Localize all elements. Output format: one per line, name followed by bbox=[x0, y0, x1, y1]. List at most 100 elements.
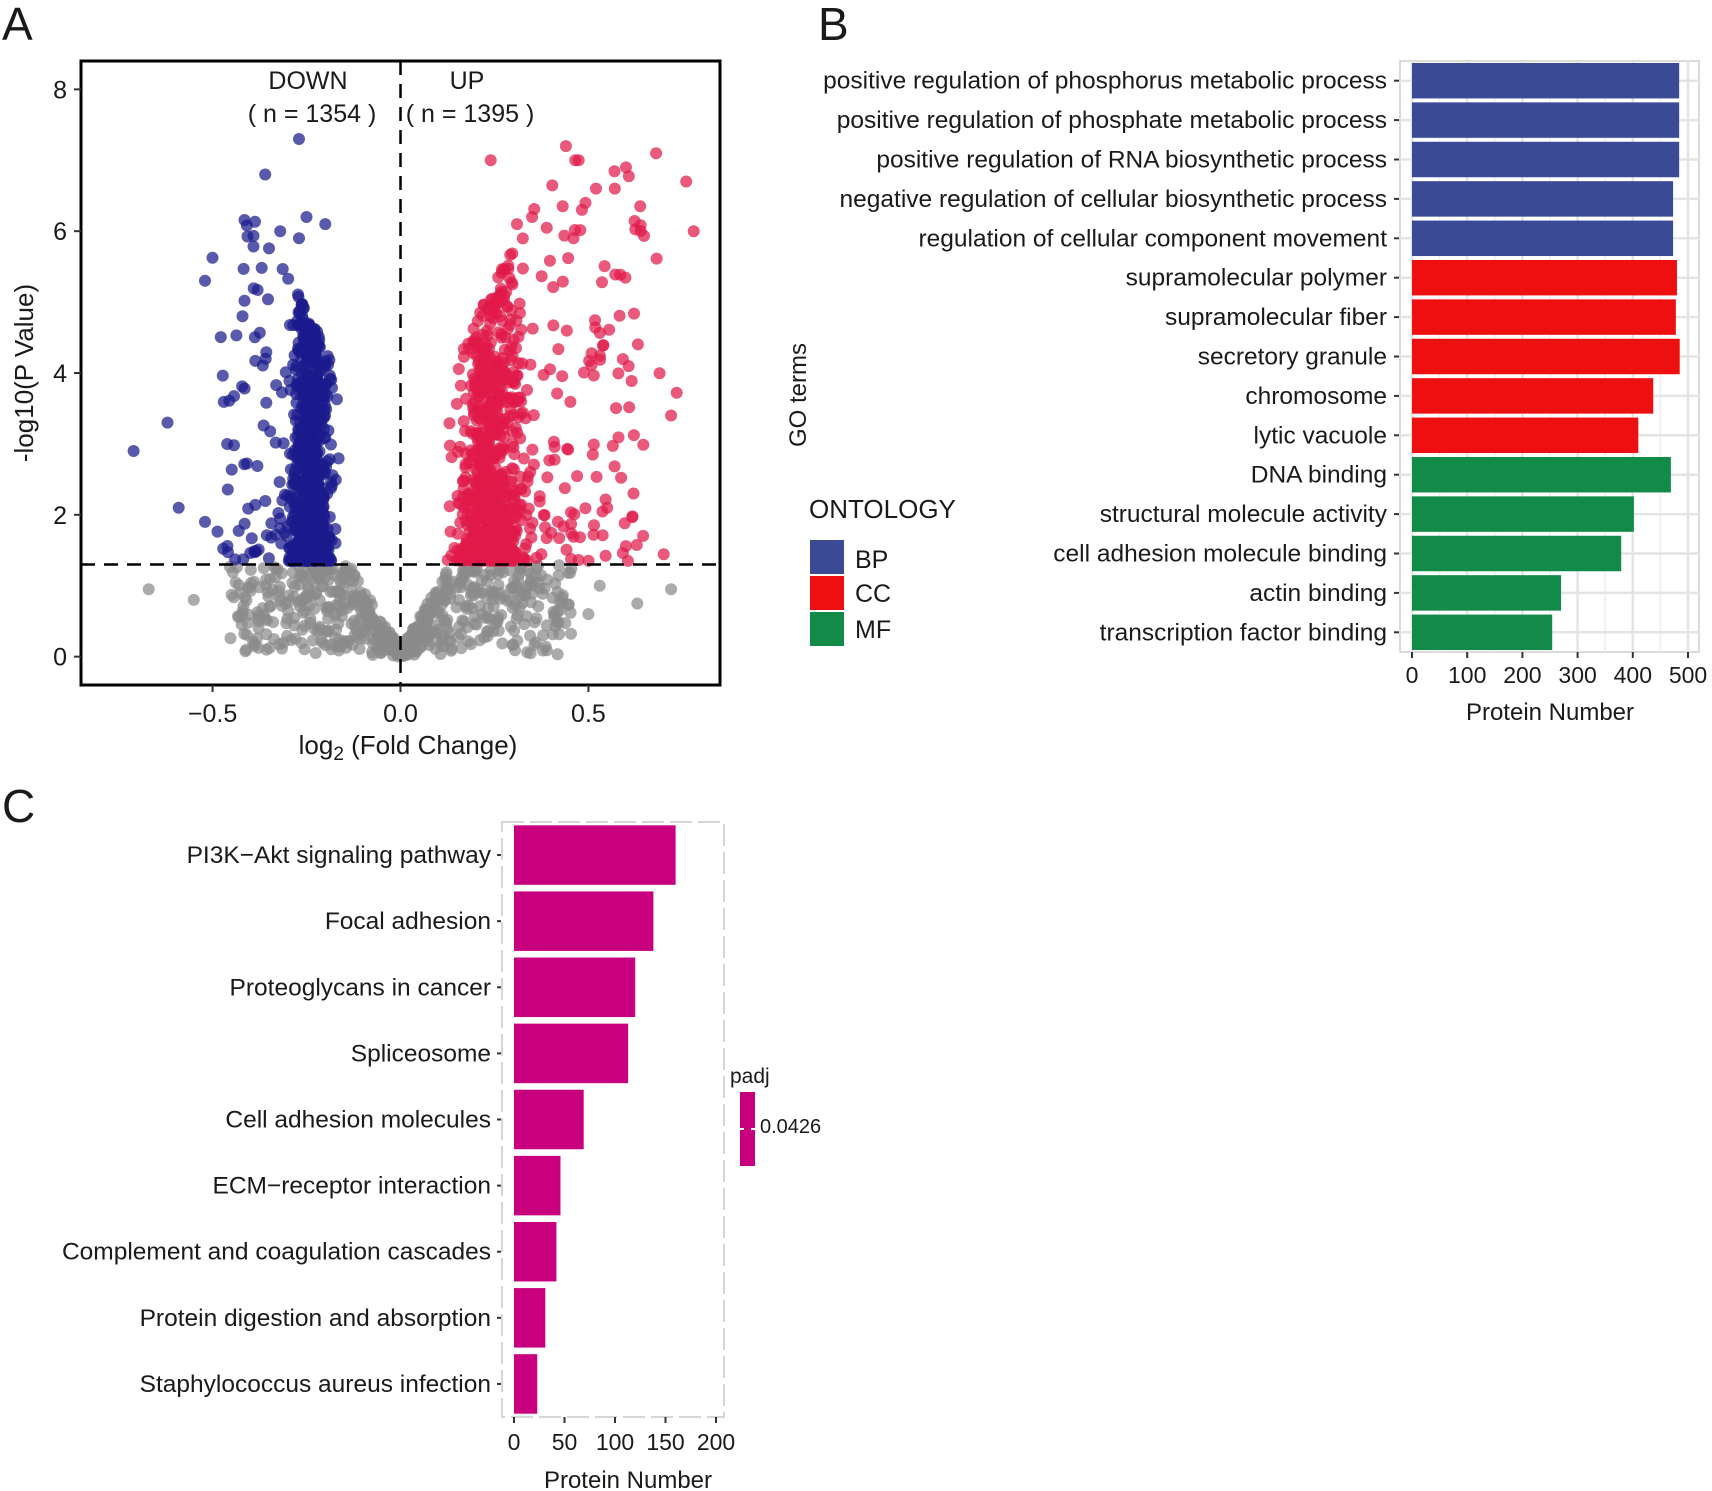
kegg-x-tick-label: 100 bbox=[596, 1429, 634, 1455]
down-point bbox=[206, 251, 219, 264]
volcano-y-tick-label: 2 bbox=[53, 502, 67, 530]
up-point bbox=[547, 319, 560, 332]
up-point bbox=[537, 509, 550, 521]
up-point bbox=[535, 270, 548, 283]
up-point bbox=[441, 554, 454, 566]
down-point bbox=[199, 274, 211, 287]
up-point bbox=[477, 423, 490, 436]
down-point bbox=[294, 552, 307, 565]
up-point bbox=[507, 463, 520, 476]
kegg-category-label: Staphylococcus aureus infection bbox=[140, 1371, 491, 1398]
ns-point bbox=[252, 641, 265, 654]
up-point bbox=[516, 262, 529, 275]
up-point bbox=[551, 387, 564, 400]
up-point bbox=[457, 343, 470, 355]
ns-point bbox=[497, 566, 509, 579]
down-point bbox=[276, 263, 289, 275]
up-point bbox=[526, 211, 539, 223]
panel-label-a: A bbox=[2, 0, 33, 50]
ns-point bbox=[441, 613, 454, 626]
up-point bbox=[451, 527, 464, 540]
go-category-label: chromosome bbox=[1245, 383, 1387, 410]
ns-point bbox=[286, 576, 299, 589]
up-point bbox=[559, 140, 572, 153]
legend-label-bp: BP bbox=[855, 546, 888, 574]
ns-point bbox=[187, 593, 200, 606]
up-point bbox=[451, 445, 464, 458]
up-point bbox=[622, 360, 635, 373]
ns-point bbox=[524, 575, 537, 588]
up-point bbox=[613, 309, 626, 322]
kegg-x-tick-label: 0 bbox=[508, 1429, 521, 1455]
ns-point bbox=[547, 605, 560, 618]
up-point bbox=[515, 498, 528, 511]
up-point bbox=[527, 458, 540, 471]
ns-point bbox=[325, 638, 338, 651]
ns-point bbox=[316, 636, 329, 649]
ns-point bbox=[416, 618, 429, 631]
down-point bbox=[245, 532, 258, 545]
up-point bbox=[626, 510, 639, 523]
ns-point bbox=[282, 589, 295, 602]
up-point bbox=[488, 414, 501, 427]
up-point bbox=[561, 442, 574, 455]
up-point bbox=[599, 549, 612, 562]
down-point bbox=[279, 366, 292, 379]
down-point bbox=[269, 528, 282, 541]
up-point bbox=[612, 367, 625, 380]
volcano-y-axis: 0 2 4 6 8 bbox=[53, 76, 81, 672]
up-point bbox=[472, 357, 485, 370]
up-point bbox=[476, 462, 489, 475]
down-point bbox=[300, 518, 313, 531]
ns-point bbox=[260, 573, 272, 586]
kegg-bar bbox=[514, 1221, 557, 1282]
down-point bbox=[214, 331, 227, 344]
go-category-label: negative regulation of cellular biosynth… bbox=[840, 186, 1387, 213]
down-point bbox=[313, 365, 326, 378]
down-point bbox=[238, 458, 251, 471]
ns-point bbox=[496, 637, 509, 650]
up-point bbox=[568, 508, 581, 521]
up-point bbox=[498, 491, 511, 504]
ns-point bbox=[273, 638, 286, 651]
go-category-label: DNA binding bbox=[1251, 462, 1387, 489]
ns-point bbox=[593, 579, 606, 592]
ns-point bbox=[530, 561, 543, 574]
up-point bbox=[462, 456, 475, 469]
kegg-category-label: Complement and coagulation cascades bbox=[62, 1239, 491, 1266]
up-point bbox=[637, 438, 650, 451]
up-point bbox=[535, 548, 548, 561]
ns-point bbox=[456, 614, 469, 627]
ns-point bbox=[525, 596, 537, 609]
ns-points bbox=[142, 558, 678, 663]
up-point bbox=[472, 483, 485, 496]
ns-point bbox=[353, 600, 366, 613]
up-point bbox=[596, 529, 609, 542]
go-x-tick-label: 0 bbox=[1406, 662, 1419, 688]
up-point bbox=[514, 407, 527, 420]
go-bar bbox=[1412, 299, 1676, 335]
up-point bbox=[508, 545, 521, 558]
ns-point bbox=[342, 635, 355, 648]
volcano-x-tick-label: 0.5 bbox=[571, 700, 606, 728]
volcano-y-tick-label: 4 bbox=[53, 360, 67, 388]
up-point bbox=[564, 395, 577, 408]
up-point bbox=[459, 471, 472, 484]
up-point bbox=[556, 275, 569, 288]
up-point bbox=[606, 439, 619, 452]
up-point bbox=[519, 542, 532, 555]
down-point bbox=[307, 391, 320, 404]
ns-point bbox=[562, 598, 575, 611]
up-point bbox=[587, 528, 600, 541]
ns-point bbox=[484, 564, 497, 577]
go-category-label: secretory granule bbox=[1198, 344, 1387, 371]
up-point bbox=[526, 516, 539, 529]
down-point bbox=[259, 495, 272, 507]
ns-point bbox=[439, 568, 452, 581]
up-point bbox=[454, 553, 467, 566]
ns-point bbox=[478, 631, 491, 644]
up-point bbox=[571, 470, 584, 483]
down-point bbox=[260, 396, 273, 409]
up-point bbox=[506, 425, 519, 438]
